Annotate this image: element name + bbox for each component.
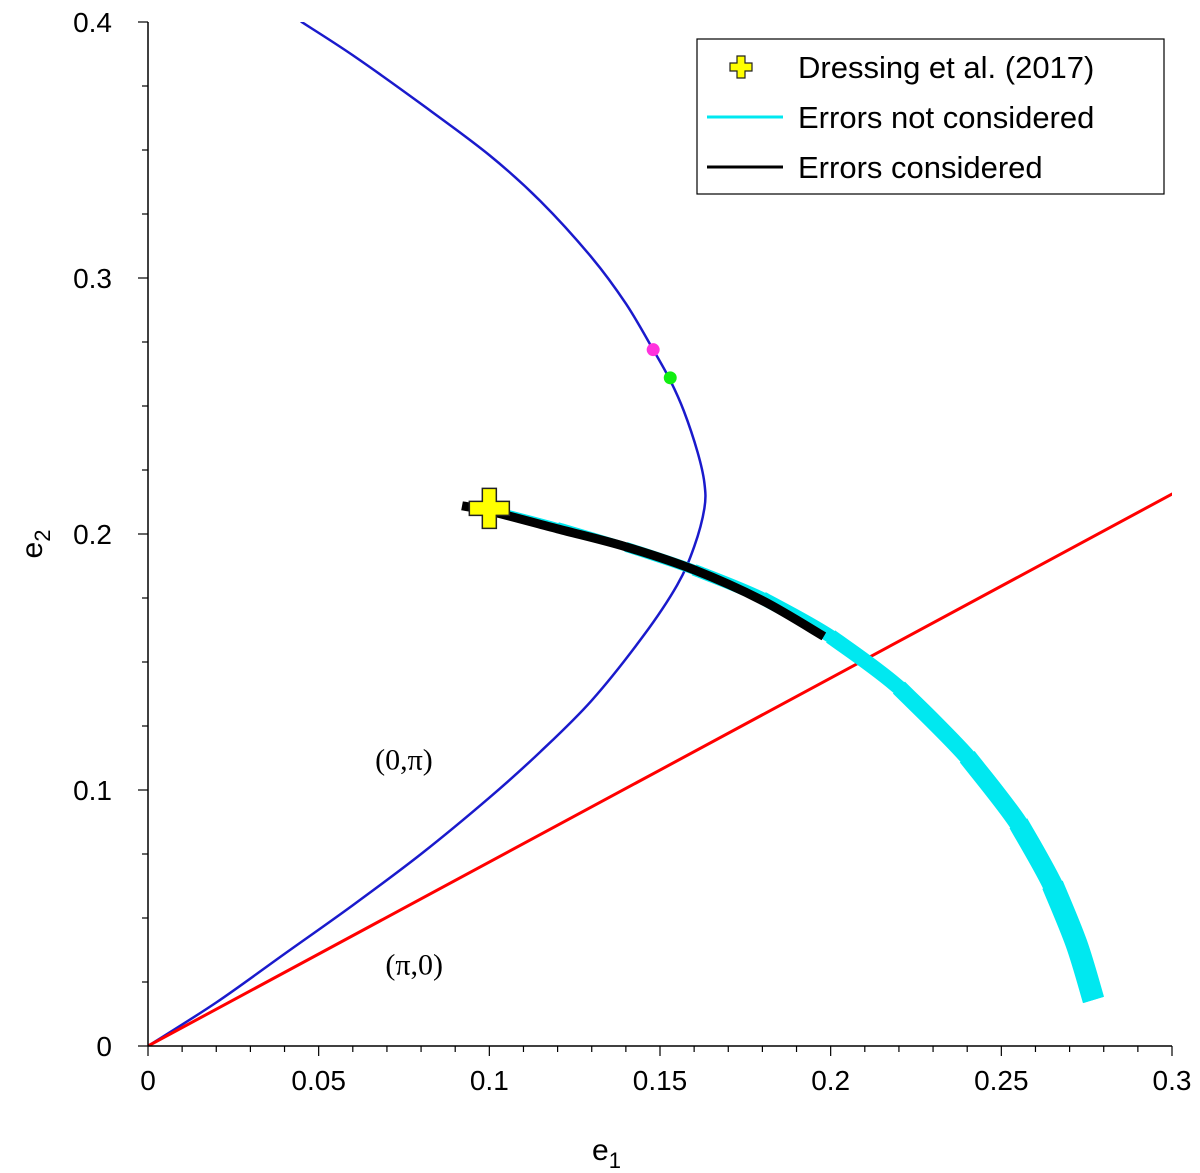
x-tick-label: 0.1 (470, 1065, 509, 1096)
x-tick-label: 0.2 (811, 1065, 850, 1096)
plot-area: (0,π) (π,0) (148, 22, 1172, 1046)
y-tick-label: 0.2 (73, 519, 112, 550)
region-label-1: (π,0) (385, 948, 443, 981)
y-tick-label: 0.1 (73, 775, 112, 806)
legend-label-1: Errors not considered (798, 100, 1094, 135)
point-green-point (663, 371, 677, 385)
y-axis-title-base: e (16, 542, 49, 559)
x-tick-label: 0 (140, 1065, 156, 1096)
y-tick-label: 0.4 (73, 7, 112, 38)
region-label-0: (0,π) (375, 744, 433, 777)
x-tick-label: 0.15 (633, 1065, 688, 1096)
legend-label-2: Errors considered (798, 150, 1043, 185)
series-boundary-curve-line (148, 22, 707, 1046)
x-axis-title-base: e (592, 1134, 609, 1167)
y-axis-title-sub: 2 (30, 530, 55, 542)
series-diagonal-line-line (148, 492, 1172, 1046)
y-tick-label: 0.3 (73, 263, 112, 294)
x-axis-title: e1 (592, 1134, 621, 1173)
x-axis-title-sub: 1 (609, 1148, 621, 1173)
legend-label-0: Dressing et al. (2017) (798, 50, 1094, 85)
y-axis-title: e2 (16, 530, 55, 559)
x-tick-label: 0.25 (974, 1065, 1029, 1096)
legend: Dressing et al. (2017) Errors not conside… (696, 38, 1165, 195)
x-tick-label: 0.3 (1153, 1065, 1192, 1096)
legend-marker-dressing (729, 55, 753, 79)
point-dressing-et-al-2017--marker (468, 487, 511, 530)
series-errors-not-considered-segment (1042, 880, 1105, 1004)
x-tick-label: 0.05 (291, 1065, 346, 1096)
series-group (148, 22, 1172, 1046)
y-tick-label: 0 (96, 1031, 112, 1062)
series-errors-considered-line (461, 501, 827, 641)
point-magenta-point (646, 343, 660, 357)
